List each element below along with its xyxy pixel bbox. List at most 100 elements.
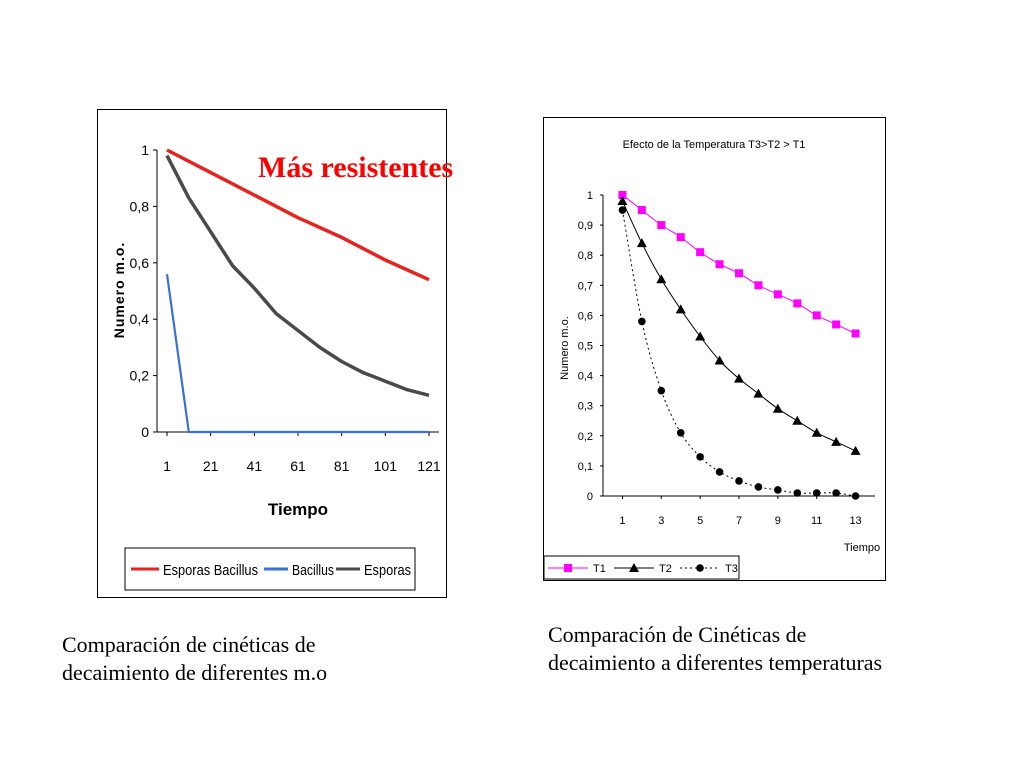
data-point-t2	[753, 388, 764, 398]
y-axis-title: Numero m.o.	[111, 242, 127, 339]
chart-title: Efecto de la Temperatura T3>T2 > T1	[623, 139, 806, 151]
x-axis-title: Tiempo	[844, 542, 880, 554]
caption-right-line-2: decaimiento a diferentes temperaturas	[548, 650, 883, 675]
data-point-t3	[793, 489, 802, 497]
series-line-t2	[621, 200, 856, 452]
legend-marker-t2	[629, 563, 639, 572]
y-tick-label: 0,7	[578, 280, 593, 292]
data-point-t3	[774, 486, 782, 494]
x-tick-label: 41	[247, 458, 263, 474]
data-point-t3	[638, 317, 646, 326]
callout-text: Más resistentes	[258, 151, 454, 184]
legend-label-bacillus: Bacillus	[292, 562, 334, 579]
data-point-t3	[735, 477, 743, 485]
data-point-t1	[735, 269, 743, 278]
data-point-t3	[696, 453, 704, 461]
data-point-t3	[715, 468, 724, 476]
x-tick-label: 121	[417, 458, 441, 474]
data-point-t3	[851, 492, 860, 500]
y-tick-label: 1	[587, 190, 593, 202]
legend: Esporas Bacillus Bacillus Esporas	[124, 547, 416, 591]
data-point-t2	[695, 331, 706, 341]
y-tick-label: 1	[141, 142, 149, 158]
legend-label-t1: T1	[593, 563, 606, 575]
x-tick-label: 21	[203, 458, 219, 474]
x-tick-label: 9	[775, 515, 781, 527]
data-point-t2	[734, 373, 744, 383]
data-point-t1	[773, 290, 782, 299]
x-tick-label: 1	[619, 515, 625, 527]
y-tick-label: 0	[587, 491, 593, 503]
left-chart-svg: 00,20,40,60,811 21 41 61 81 101 121TiempoNumer…	[111, 142, 441, 591]
right-chart: Efecto de la Temperatura T3>T2 > T1 0 0,1 0…	[543, 117, 886, 581]
legend: T1 T2 T3	[543, 555, 740, 580]
x-tick-label: 101	[374, 458, 398, 474]
right-chart-svg: Efecto de la Temperatura T3>T2 > T1 0 0,1 0…	[543, 139, 880, 580]
data-point-t2	[831, 436, 842, 446]
legend-marker-t3	[696, 564, 704, 572]
data-point-t2	[617, 196, 628, 206]
legend-label-t3: T3	[725, 563, 738, 575]
data-point-t2	[675, 304, 686, 314]
data-point-t1	[637, 206, 646, 215]
y-tick-label: 0,3	[578, 401, 593, 413]
data-point-t3	[618, 206, 627, 214]
y-tick-label: 0,6	[130, 255, 150, 271]
data-point-t3	[676, 428, 685, 437]
y-tick-label: 0,4	[578, 371, 593, 383]
x-axis-title: Tiempo	[268, 500, 328, 519]
x-tick-label: 61	[290, 458, 306, 474]
y-tick-label: 0,5	[578, 341, 593, 353]
legend-label-esporas: Esporas	[364, 562, 411, 579]
y-axis-title: Numero m.o.	[559, 316, 571, 380]
series-line-t3	[621, 209, 856, 497]
data-point-t1	[657, 221, 666, 230]
data-point-t2	[656, 274, 667, 284]
y-tick-label: 0,6	[578, 310, 593, 322]
series-line-bacillus	[165, 273, 429, 434]
caption-right: Comparación de Cinéticas de decaimiento …	[548, 621, 1018, 677]
x-tick-label: 11	[811, 515, 822, 527]
y-tick-label: 0,4	[130, 311, 150, 327]
x-tick-label: 81	[334, 458, 350, 474]
data-point-t2	[792, 415, 803, 425]
y-tick-label: 0,2	[130, 368, 150, 384]
data-point-t1	[754, 281, 763, 290]
legend-marker-t1	[564, 564, 572, 572]
legend-label-t2: T2	[659, 563, 672, 575]
y-tick-label: 0,8	[130, 198, 150, 214]
data-point-t2	[636, 238, 647, 248]
y-tick-label: 0,8	[578, 250, 593, 262]
series-line-esporas	[165, 154, 430, 397]
y-tick-label: 0,1	[578, 461, 593, 473]
data-point-t1	[715, 260, 724, 269]
data-point-t1	[793, 299, 802, 308]
data-point-t2	[714, 355, 725, 365]
x-tick-label: 7	[736, 515, 742, 527]
data-point-t2	[772, 403, 783, 413]
series-line-esporas-bacillus	[166, 148, 430, 282]
data-point-t1	[832, 320, 841, 329]
data-point-t3	[754, 483, 763, 491]
y-tick-label: 0,9	[578, 220, 593, 232]
data-point-t2	[850, 445, 861, 455]
caption-left: Comparación de cinéticas de decaimiento …	[62, 631, 482, 687]
x-tick-label: 3	[658, 515, 664, 527]
data-point-t1	[676, 233, 685, 242]
data-point-t1	[851, 329, 860, 338]
caption-left-line-1: Comparación de cinéticas de	[62, 632, 316, 657]
caption-right-line-1: Comparación de Cinéticas de	[548, 622, 807, 647]
left-chart: 0 0,2 0,4 0,6 0,8 1 1 21 41 61 81 101 121 Tiempo Numer…	[97, 109, 447, 598]
y-tick-label: 0,2	[578, 431, 593, 443]
x-tick-label: 1	[163, 458, 171, 474]
data-point-t3	[657, 386, 666, 395]
legend-label-esporas-bacillus: Esporas Bacillus	[163, 562, 258, 579]
data-point-t3	[832, 489, 840, 497]
data-point-t1	[696, 248, 705, 257]
caption-left-line-2: decaimiento de diferentes m.o	[62, 660, 328, 685]
data-point-t3	[812, 489, 821, 497]
data-point-t1	[618, 191, 627, 199]
x-tick-label: 13	[849, 515, 861, 527]
y-tick-label: 0	[141, 424, 149, 440]
x-tick-label: 5	[697, 515, 703, 527]
